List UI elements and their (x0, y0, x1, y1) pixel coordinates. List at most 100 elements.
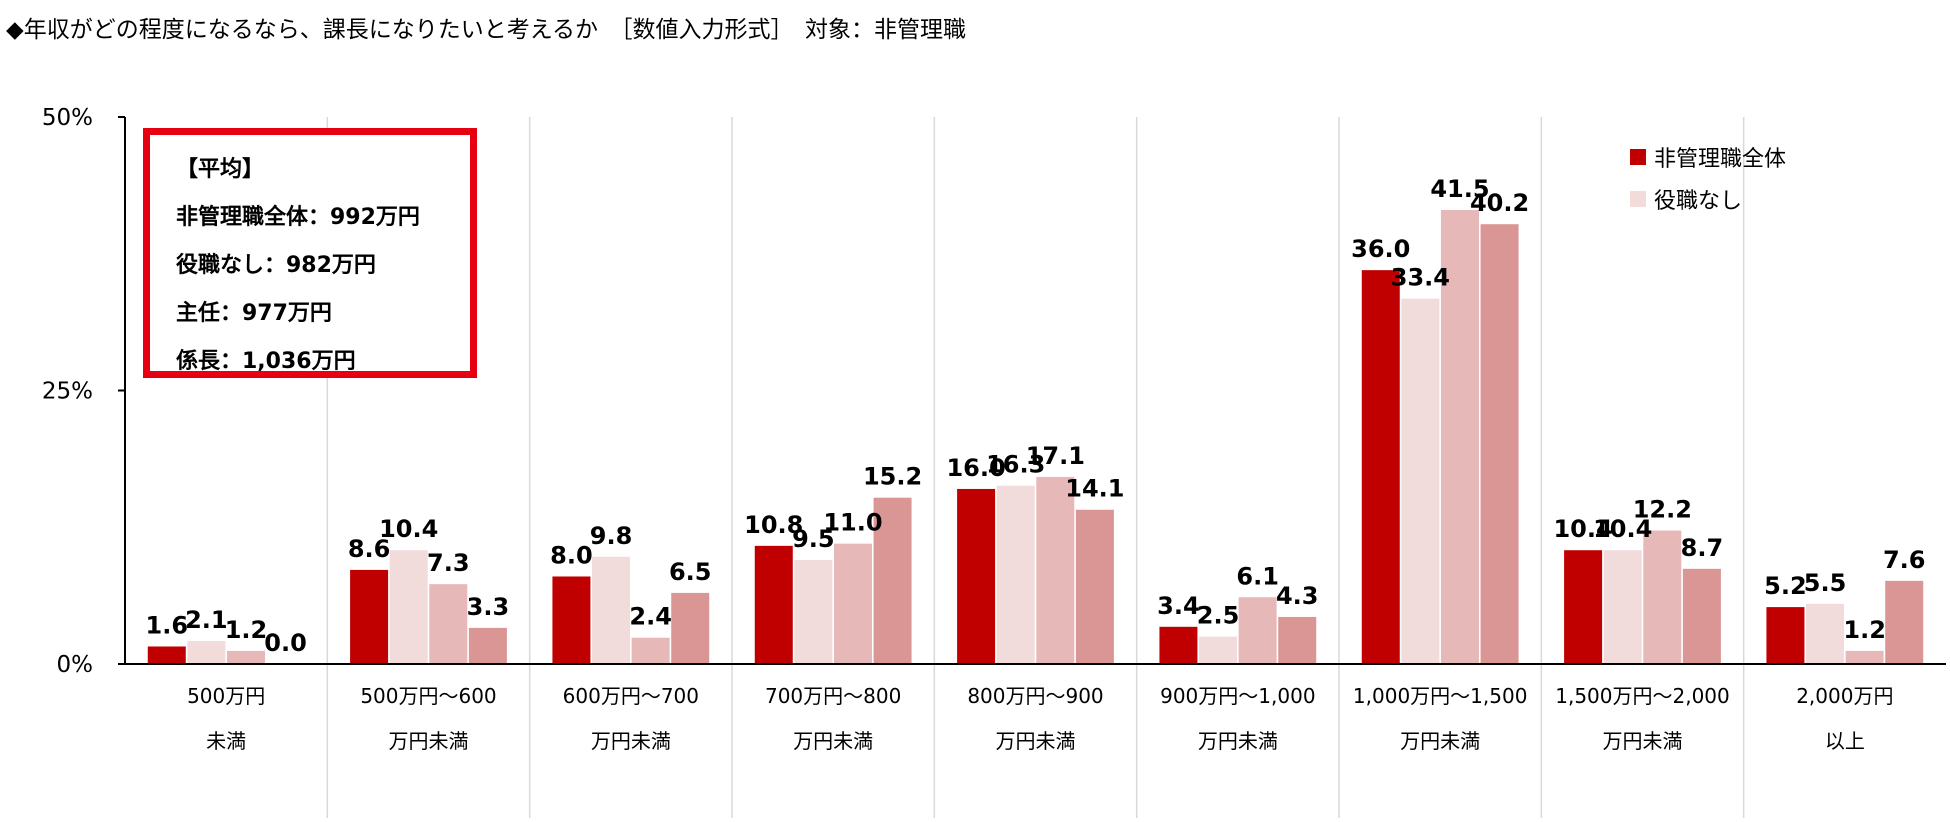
bar (1643, 530, 1682, 664)
data-label: 6.5 (669, 558, 712, 586)
bar (1036, 476, 1075, 664)
category-label: 700万円～800 (765, 684, 901, 708)
grid-layer (326, 117, 1745, 818)
data-label: 7.3 (427, 549, 470, 577)
bar (1159, 626, 1198, 664)
bar (226, 650, 265, 664)
data-label: 10.4 (1553, 515, 1612, 543)
bar (147, 646, 186, 664)
category-label: 万円未満 (389, 729, 469, 753)
category-label: 500万円 (187, 684, 265, 708)
legend-item: 役職なし (1630, 178, 1786, 220)
bar (1603, 550, 1642, 664)
bar (1766, 607, 1805, 664)
data-label: 10.4 (379, 515, 438, 543)
bar (754, 545, 793, 664)
bar (794, 560, 833, 664)
bar (1564, 550, 1603, 664)
category-label: 以上 (1825, 729, 1865, 753)
average-box: 【平均】 非管理職全体：992万円 役職なし：982万円 主任：977万円 係長… (143, 128, 477, 378)
bar (1199, 636, 1238, 664)
bar (429, 584, 468, 664)
bar (592, 556, 631, 664)
data-label: 8.6 (348, 535, 391, 563)
bar-layer (147, 209, 1924, 665)
legend-label: 非管理職全体 (1654, 147, 1787, 172)
data-label: 16.0 (946, 454, 1005, 482)
category-label: 1,500万円～2,000 (1555, 684, 1730, 708)
data-label: 8.7 (1681, 534, 1724, 562)
bar (1440, 209, 1479, 665)
category-label: 万円未満 (996, 729, 1076, 753)
data-label: 2.1 (185, 606, 228, 634)
data-label: 41.5 (1430, 175, 1489, 203)
category-label: 万円未満 (1603, 729, 1683, 753)
chart-title: ◆年収がどの程度になるなら、課長になりたいと考えるか ［数値入力形式］ 対象：非… (6, 17, 966, 43)
legend-label: 役職なし (1654, 189, 1743, 214)
category-label: 600万円～700 (563, 684, 699, 708)
bar (468, 627, 507, 664)
category-label: 2,000万円 (1796, 684, 1893, 708)
category-label: 800万円～900 (967, 684, 1103, 708)
data-label: 17.1 (1026, 442, 1085, 470)
data-label: 10.4 (1593, 515, 1652, 543)
data-label: 8.0 (550, 541, 593, 569)
legend-swatch (1630, 191, 1646, 207)
data-label: 3.3 (467, 593, 510, 621)
data-label: 1.6 (146, 611, 189, 639)
bar (1401, 298, 1440, 664)
bar (389, 550, 428, 664)
data-label: 9.5 (792, 525, 835, 553)
bar (1682, 568, 1721, 664)
data-label: 1.2 (1843, 616, 1886, 644)
category-label: 万円未満 (1400, 729, 1480, 753)
average-heading: 【平均】 (176, 157, 265, 182)
bar (187, 641, 226, 664)
data-label: 33.4 (1391, 264, 1450, 292)
data-label: 1.2 (225, 616, 268, 644)
data-label: 0.0 (264, 629, 307, 657)
y-tick-label: 50% (42, 105, 93, 131)
category-label: 万円未満 (591, 729, 671, 753)
average-line-all: 非管理職全体：992万円 (176, 205, 420, 230)
data-label: 5.2 (1764, 572, 1807, 600)
bar (873, 497, 912, 664)
y-tick-label: 25% (42, 379, 93, 405)
bar (1361, 270, 1400, 664)
bar (552, 576, 591, 664)
data-label: 2.5 (1197, 602, 1240, 630)
bar (1075, 509, 1114, 664)
category-label: 500万円～600 (360, 684, 496, 708)
bar (1480, 224, 1519, 664)
category-label: 未満 (206, 729, 246, 753)
legend-swatch (1630, 149, 1646, 165)
average-line-no-title: 役職なし：982万円 (176, 253, 376, 278)
data-label: 11.0 (823, 509, 882, 537)
data-label: 4.3 (1276, 582, 1319, 610)
bar (1845, 650, 1884, 664)
data-label: 5.5 (1804, 569, 1847, 597)
bar (833, 543, 872, 664)
bar (957, 488, 996, 664)
data-label: 16.3 (986, 451, 1045, 479)
y-tick-label: 0% (57, 652, 94, 678)
legend-item: 非管理職全体 (1630, 136, 1786, 178)
bar (1238, 597, 1277, 664)
data-label: 2.4 (629, 603, 672, 631)
category-label: 万円未満 (1198, 729, 1278, 753)
bar (1806, 603, 1845, 664)
data-label: 12.2 (1633, 496, 1692, 524)
average-line-shunin: 主任：977万円 (176, 301, 332, 326)
data-label: 10.8 (744, 511, 803, 539)
category-label: 万円未満 (793, 729, 873, 753)
category-label: 1,000万円～1,500 (1353, 684, 1528, 708)
data-label: 7.6 (1883, 546, 1926, 574)
label-layer: 1.62.11.20.08.610.47.33.38.09.82.46.510.… (146, 175, 1926, 657)
bar (996, 485, 1035, 664)
bar (631, 637, 670, 664)
bar (671, 592, 710, 664)
average-line-kakaricho: 係長：1,036万円 (176, 349, 356, 374)
data-label: 9.8 (590, 522, 633, 550)
